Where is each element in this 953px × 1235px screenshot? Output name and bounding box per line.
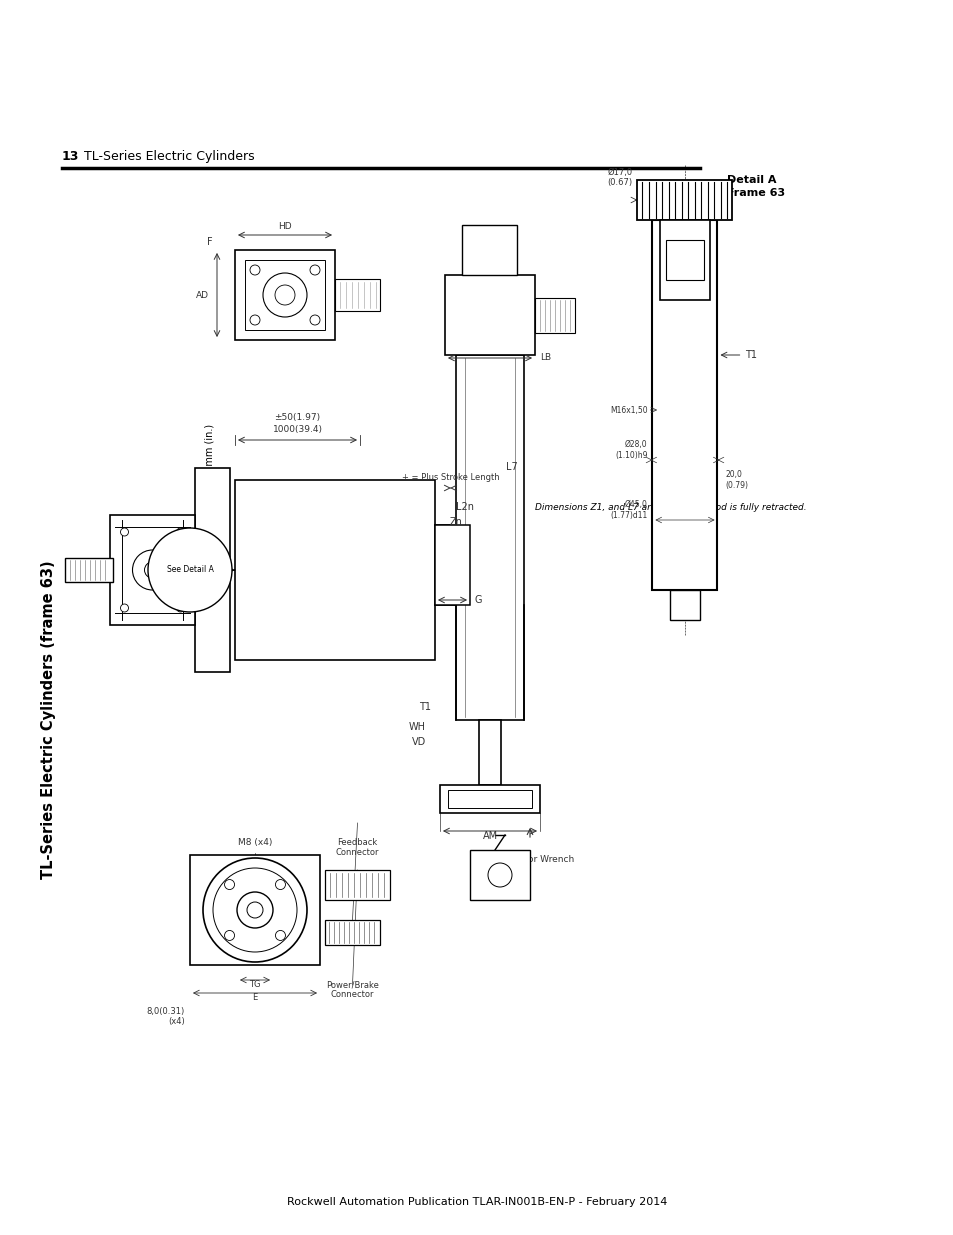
Text: Detail A
Frame 63: Detail A Frame 63	[727, 175, 785, 198]
Text: LB: LB	[539, 353, 551, 363]
Text: T1: T1	[744, 350, 757, 359]
Text: 13: 13	[62, 149, 79, 163]
Circle shape	[120, 529, 129, 536]
Bar	[478, 720, 500, 785]
Text: HD: HD	[278, 222, 292, 231]
Circle shape	[213, 868, 296, 952]
Text: Dimensions are in mm (in.): Dimensions are in mm (in.)	[205, 424, 214, 557]
Circle shape	[144, 562, 160, 578]
Bar	[659, 220, 709, 300]
Circle shape	[247, 902, 263, 918]
Bar	[190, 855, 319, 965]
Bar	[335, 279, 379, 311]
Text: 20,0
(0.79): 20,0 (0.79)	[724, 471, 748, 490]
Text: WH: WH	[409, 722, 426, 732]
Circle shape	[224, 930, 234, 941]
Text: Flat for Wrench: Flat for Wrench	[505, 855, 574, 864]
Bar	[535, 298, 575, 332]
Circle shape	[176, 604, 184, 613]
Circle shape	[274, 285, 294, 305]
Text: AD: AD	[195, 290, 209, 300]
Circle shape	[250, 266, 260, 275]
Text: L2n: L2n	[456, 501, 474, 513]
Text: T1: T1	[418, 701, 431, 713]
Bar	[665, 240, 703, 280]
Bar	[439, 785, 539, 813]
Circle shape	[488, 863, 512, 887]
Bar	[456, 354, 523, 720]
Bar	[435, 525, 470, 605]
Circle shape	[132, 550, 172, 590]
Text: Zn: Zn	[450, 517, 462, 527]
Text: F: F	[207, 237, 213, 247]
Text: Power/Brake
Connector: Power/Brake Connector	[326, 981, 378, 999]
Circle shape	[176, 529, 184, 536]
Text: Rockwell Automation Publication TLAR-IN001B-EN-P - February 2014: Rockwell Automation Publication TLAR-IN0…	[287, 1197, 666, 1207]
Circle shape	[224, 879, 234, 889]
Circle shape	[263, 273, 307, 317]
Bar	[234, 249, 335, 340]
Text: L7: L7	[505, 462, 517, 472]
Text: + = Plus Stroke Length: + = Plus Stroke Length	[401, 473, 498, 482]
Bar	[444, 275, 535, 354]
Text: Ø17,0
(0.67): Ø17,0 (0.67)	[607, 168, 632, 188]
Bar	[652, 220, 717, 590]
Circle shape	[275, 930, 285, 941]
Text: 8,0(0.31)
(x4): 8,0(0.31) (x4)	[147, 1007, 185, 1026]
Bar	[669, 590, 700, 620]
Circle shape	[250, 315, 260, 325]
Circle shape	[120, 604, 129, 613]
Bar	[65, 558, 112, 582]
Text: TL-Series Electric Cylinders: TL-Series Electric Cylinders	[84, 149, 254, 163]
Bar	[325, 920, 379, 945]
Text: Dimensions Z1, and L7 are with piston rod is fully retracted.: Dimensions Z1, and L7 are with piston ro…	[535, 503, 806, 513]
Text: TL-Series Electric Cylinders (frame 63): TL-Series Electric Cylinders (frame 63)	[40, 561, 55, 879]
Circle shape	[148, 529, 232, 613]
Text: Ø45,0
(1.77)d11: Ø45,0 (1.77)d11	[610, 500, 647, 520]
Text: Feedback
Connector: Feedback Connector	[335, 839, 379, 857]
Text: AM: AM	[482, 831, 497, 841]
Circle shape	[310, 266, 319, 275]
Bar	[325, 869, 390, 900]
Bar	[110, 515, 194, 625]
Circle shape	[203, 858, 307, 962]
Text: 1000(39.4): 1000(39.4)	[273, 425, 322, 433]
Circle shape	[310, 315, 319, 325]
Bar	[245, 261, 325, 330]
Circle shape	[236, 892, 273, 927]
Text: Ø28,0
(1.10)h9: Ø28,0 (1.10)h9	[615, 441, 647, 459]
Bar	[194, 468, 230, 672]
Bar	[462, 225, 517, 275]
Text: M8 (x4): M8 (x4)	[237, 839, 272, 847]
Text: G: G	[475, 595, 482, 605]
Bar	[234, 480, 435, 659]
Text: VD: VD	[412, 737, 426, 747]
Bar	[470, 850, 530, 900]
Text: TG: TG	[249, 981, 260, 989]
Circle shape	[275, 879, 285, 889]
Text: See Detail A: See Detail A	[167, 566, 213, 574]
Bar	[448, 790, 532, 808]
Text: E: E	[253, 993, 257, 1002]
Text: ±50(1.97): ±50(1.97)	[274, 412, 320, 422]
Text: M16x1,50: M16x1,50	[609, 405, 647, 415]
Bar	[637, 180, 732, 220]
